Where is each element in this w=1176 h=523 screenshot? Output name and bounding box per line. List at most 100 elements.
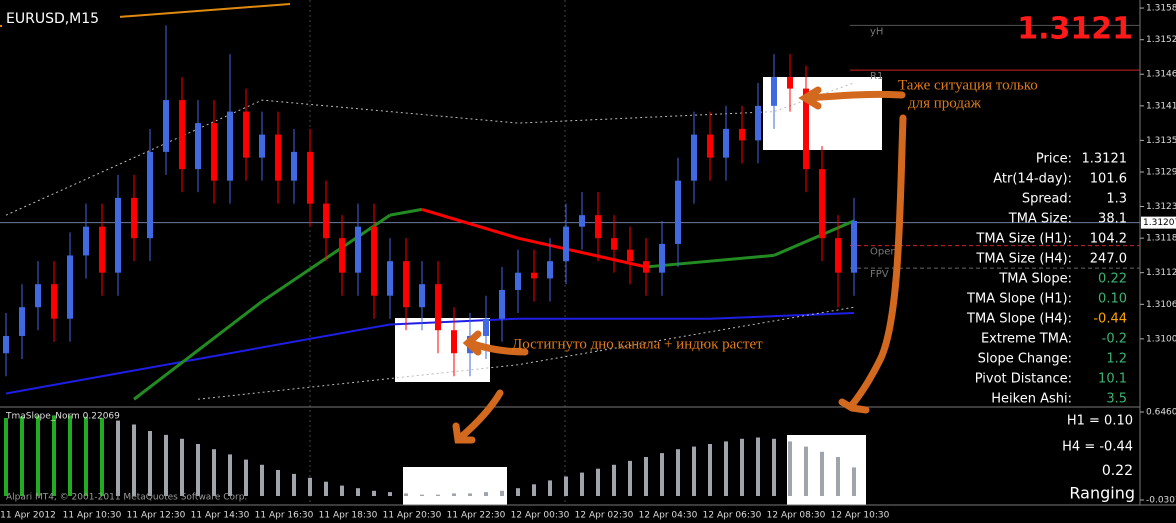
arrow-head [798,86,822,110]
info-label: Slope Change: [978,352,1072,367]
histogram-bar [596,468,600,496]
candle-body [835,238,841,273]
histogram-bar [484,492,488,496]
candle-body [259,134,265,158]
x-tick-label: 11 Apr 22:30 [447,511,506,521]
candle-body [35,284,41,308]
histogram-bar [52,415,56,496]
histogram-bar [692,446,696,496]
slope-value: 0.22 [1102,463,1133,479]
arrow-head [838,398,870,414]
histogram-bar [68,415,72,496]
histogram-bar [36,415,40,496]
candle-body [499,289,505,319]
candle-body [179,100,185,170]
tma-segment [517,236,647,269]
candle-body [643,261,649,273]
histogram-bar [788,441,792,496]
info-label: Pivot Distance: [975,372,1072,387]
histogram-bar [836,456,840,496]
histogram-bar [276,469,280,496]
histogram-bar [324,481,328,496]
arrow-head [452,422,476,444]
sell-note: для продаж [908,95,982,111]
histogram-bar [308,477,312,496]
highlight-box [763,77,882,150]
histogram-bar [244,459,248,496]
h1-slope: H1 = 0.10 [1067,414,1133,429]
x-tick-label: 12 Apr 10:30 [831,511,890,521]
candle-body [291,151,297,181]
info-value: 247.0 [1090,252,1127,267]
candle-body [3,335,9,354]
overlay-line [197,306,855,400]
x-tick-label: 12 Apr 04:30 [639,511,698,521]
tma-segment [389,207,423,217]
candle-body [819,169,825,239]
indicator-title: TmaSlope_Norm 0.22069 [5,412,120,422]
histogram-bar [84,416,88,496]
histogram-bar [436,494,440,496]
candle-body [99,226,105,273]
arrow [848,114,907,409]
highlight-box [403,467,507,505]
candle-body [787,77,793,89]
histogram-bar [644,456,648,496]
x-tick-label: 11 Apr 18:30 [319,511,378,521]
histogram-bar [148,430,152,496]
candle-body [451,330,457,354]
x-tick-label: 11 Apr 16:30 [255,511,314,521]
candle-body [387,261,393,296]
candle-body [115,197,121,273]
candle-body [163,100,169,152]
candle-body [611,238,617,250]
histogram-bar [500,490,504,496]
y-tick-label: -0.03077 [1146,496,1176,506]
x-tick-label: 11 Apr 14:30 [191,511,250,521]
y-tick-label: 1.31005 [1146,334,1176,344]
candle-body [755,105,761,141]
histogram-bar [756,437,760,496]
histogram-bar [772,438,776,496]
histogram-bar [852,467,856,496]
info-value: 38.1 [1098,212,1127,227]
histogram-bar [564,476,568,496]
candle-body [627,249,633,262]
y-tick-label: 1.31235 [1146,202,1176,212]
x-tick-label: 12 Apr 08:30 [767,511,826,521]
candle-body [659,243,665,273]
histogram-bar [660,453,664,496]
x-tick-label: 12 Apr 00:30 [511,511,570,521]
info-label: Atr(14-day): [993,172,1072,187]
arrow [804,90,906,102]
big-price: 1.3121 [1017,12,1133,47]
info-label: Heiken Ashi: [991,392,1072,407]
x-tick-label: 11 Apr 20:30 [383,511,442,521]
candle-body [403,261,409,308]
info-value: 104.2 [1090,232,1127,247]
level-label: R1 [870,71,883,82]
candle-body [515,272,521,290]
candle-body [323,203,329,239]
candle-body [19,307,25,336]
y-tick-label: 0.64607 [1146,408,1176,418]
histogram-bar [228,454,232,496]
candle-body [803,88,809,170]
candle-body [67,255,73,319]
y-tick-label: 1.31295 [1146,168,1176,178]
y-tick-label: 1.31525 [1146,35,1176,45]
candle-body [595,215,601,239]
histogram-bar [180,438,184,496]
candle-body [531,272,537,279]
info-value: 1.3121 [1082,152,1128,167]
histogram-bar [404,493,408,496]
info-value: 0.22 [1098,272,1127,287]
y-tick-label: 1.31180 [1146,234,1176,244]
histogram-bar [420,494,424,496]
candle-body [483,318,489,336]
arrow-head [462,330,482,356]
current-price-box [1141,216,1176,229]
y-tick-label: 1.31065 [1146,300,1176,310]
candle-body [307,151,313,204]
info-label: TMA Size: [1008,212,1072,227]
